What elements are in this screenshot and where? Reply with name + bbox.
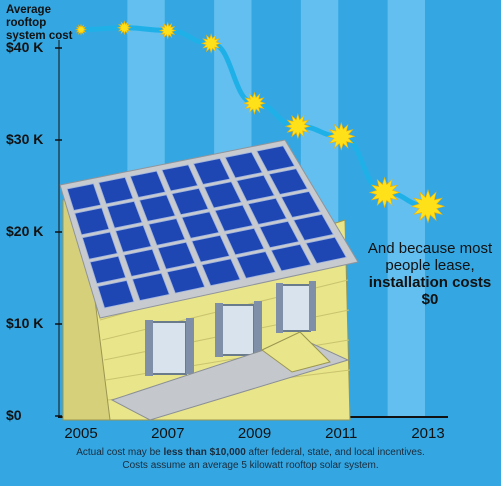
- solar-panel: [181, 211, 220, 239]
- y-tick-label: $20 K: [6, 223, 44, 239]
- data-point-2009: [242, 91, 267, 115]
- solar-panel: [129, 170, 166, 198]
- annotation-text: And because most people lease, installat…: [360, 240, 500, 308]
- x-tick-label: 2009: [237, 425, 272, 442]
- solar-panel: [193, 158, 231, 185]
- y-tick-label: $10 K: [6, 315, 44, 331]
- solar-panel-array: [66, 145, 347, 309]
- x-tick-label: 2011: [325, 425, 358, 442]
- solar-panel: [256, 145, 296, 172]
- solar-panel: [97, 279, 135, 309]
- data-point-2013: [410, 189, 446, 224]
- solar-panel: [106, 200, 143, 229]
- solar-panel: [224, 151, 263, 179]
- footnote-line1: Actual cost may be less than $10,000 aft…: [76, 447, 425, 458]
- annotation-line1: And because most: [367, 240, 493, 257]
- footnote-line2: Costs assume an average 5 kilowatt rooft…: [122, 460, 379, 471]
- solar-panel: [131, 272, 170, 301]
- data-point-2007: [158, 21, 177, 40]
- solar-panel: [139, 194, 176, 222]
- solar-panel: [270, 243, 312, 272]
- y-axis-title: Average rooftop system cost: [6, 4, 86, 43]
- solar-panel: [225, 227, 265, 256]
- x-tick-label: 2013: [411, 425, 445, 442]
- solar-panel: [166, 265, 206, 294]
- solar-panel: [247, 197, 288, 225]
- y-tick-label: $30 K: [6, 131, 44, 147]
- solar-panel: [115, 224, 152, 253]
- solar-panel: [305, 236, 347, 264]
- solar-panel: [293, 213, 334, 241]
- y-axis-title-line1: Average rooftop: [6, 4, 51, 29]
- data-point-2008: [200, 33, 222, 54]
- solar-panel: [123, 248, 161, 277]
- house-illustration: [59, 139, 359, 421]
- x-tick-label: 2007: [151, 425, 185, 442]
- house-windows: [145, 281, 316, 376]
- solar-panel: [191, 234, 231, 263]
- solar-panel: [214, 204, 254, 232]
- y-tick-label: $0: [6, 407, 22, 423]
- solar-panel: [280, 191, 321, 218]
- data-point-2005: [74, 23, 88, 36]
- solar-panel: [171, 187, 209, 216]
- solar-panel: [259, 220, 300, 249]
- solar-panel: [201, 258, 241, 287]
- solar-panel: [161, 164, 199, 192]
- footnote: Actual cost may be less than $10,000 aft…: [0, 446, 501, 472]
- solar-panel: [236, 174, 275, 202]
- annotation-line2: people lease,: [385, 257, 475, 274]
- data-point-2010: [284, 113, 311, 140]
- data-point-2012: [368, 176, 401, 209]
- solar-panel: [236, 251, 277, 279]
- solar-panel: [98, 176, 134, 205]
- solar-panel: [268, 168, 309, 195]
- solar-panel: [66, 183, 102, 211]
- series-markers: [74, 20, 446, 224]
- solar-panel: [89, 255, 127, 284]
- data-point-2011: [326, 121, 356, 151]
- solar-panel: [74, 207, 110, 236]
- x-tick-label: 2005: [64, 425, 98, 442]
- data-point-2006: [116, 20, 132, 36]
- solar-panel: [203, 181, 242, 209]
- y-axis-ticks: [55, 47, 62, 417]
- porch-gable: [261, 331, 331, 373]
- y-tick-label: $40 K: [6, 39, 44, 55]
- solar-panel: [81, 231, 118, 260]
- solar-panel: [148, 218, 186, 246]
- y-axis-title-line2: system cost: [6, 30, 73, 42]
- solar-panel: [157, 241, 196, 270]
- annotation-line3: installation costs $0: [368, 274, 492, 308]
